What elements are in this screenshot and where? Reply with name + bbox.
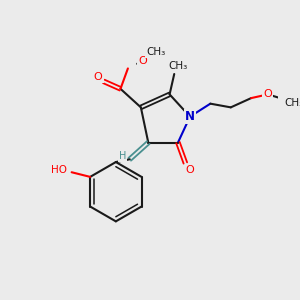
Text: N: N (185, 110, 195, 123)
Text: O: O (263, 89, 272, 99)
Text: CH₃: CH₃ (168, 61, 188, 71)
Text: CH₃: CH₃ (284, 98, 300, 108)
Text: HO: HO (51, 165, 67, 176)
Text: O: O (138, 56, 147, 66)
Text: H: H (118, 151, 126, 160)
Text: CH₃: CH₃ (146, 47, 165, 57)
Text: O: O (94, 72, 103, 82)
Text: O: O (186, 165, 194, 176)
